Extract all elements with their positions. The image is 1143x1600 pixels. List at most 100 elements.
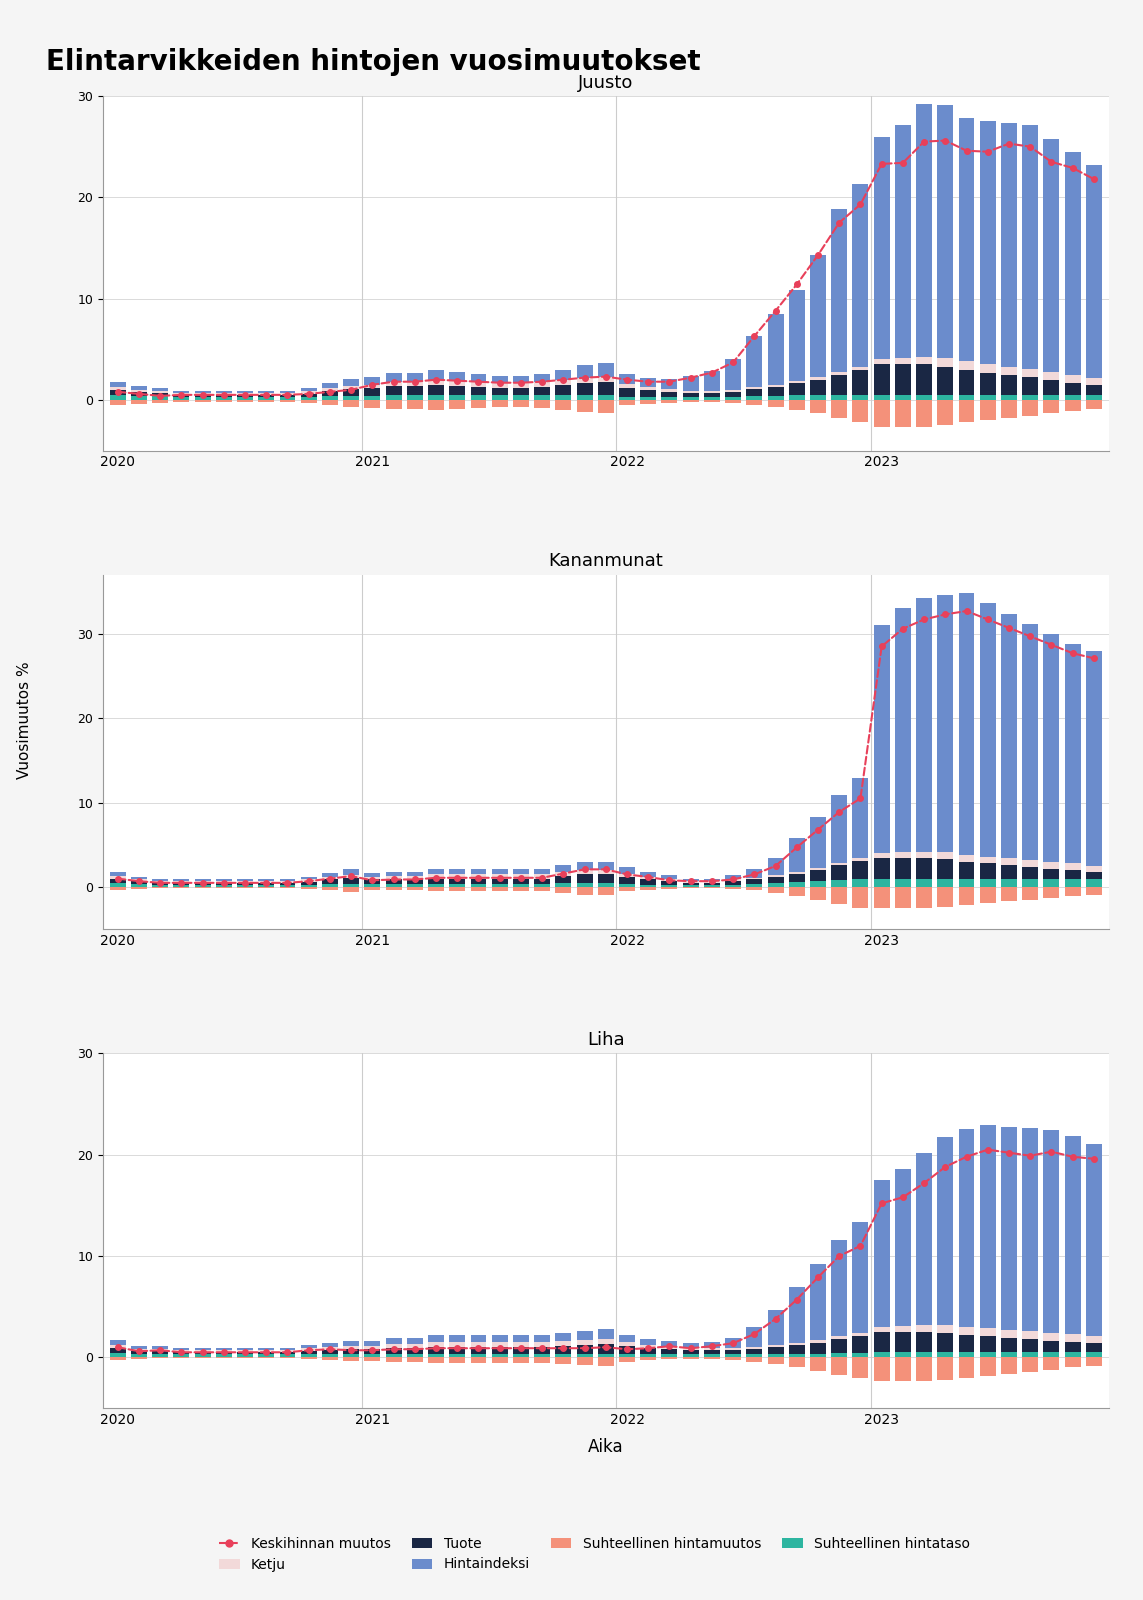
- Bar: [385, 1344, 401, 1349]
- Bar: [258, 397, 274, 400]
- Bar: [682, 1349, 698, 1350]
- Bar: [980, 1352, 996, 1357]
- Bar: [1001, 1128, 1017, 1330]
- Bar: [491, 1347, 507, 1354]
- Bar: [917, 1352, 932, 1357]
- Bar: [385, 400, 401, 410]
- Bar: [937, 358, 953, 366]
- Bar: [174, 885, 190, 886]
- Bar: [789, 872, 805, 874]
- Bar: [385, 373, 401, 382]
- Bar: [682, 1357, 698, 1360]
- Bar: [429, 370, 443, 379]
- Bar: [513, 886, 529, 891]
- Bar: [873, 878, 889, 886]
- Bar: [449, 875, 465, 878]
- Bar: [301, 394, 317, 397]
- Bar: [280, 880, 295, 882]
- Bar: [768, 400, 783, 406]
- Bar: [429, 1354, 443, 1357]
- Bar: [1064, 864, 1080, 870]
- Bar: [343, 1354, 359, 1357]
- Bar: [174, 1350, 190, 1352]
- Bar: [704, 397, 720, 400]
- Bar: [131, 1352, 147, 1354]
- Bar: [152, 1354, 168, 1357]
- Bar: [1044, 400, 1060, 413]
- Bar: [576, 1346, 592, 1354]
- Bar: [768, 387, 783, 395]
- Bar: [937, 878, 953, 886]
- Bar: [873, 1326, 889, 1333]
- Bar: [873, 360, 889, 365]
- Bar: [301, 880, 317, 882]
- Bar: [174, 395, 190, 397]
- Bar: [174, 880, 190, 882]
- Bar: [280, 1352, 295, 1354]
- Bar: [1001, 878, 1017, 886]
- Bar: [471, 387, 487, 395]
- Bar: [853, 1221, 869, 1333]
- Bar: [491, 387, 507, 395]
- Bar: [555, 1354, 572, 1357]
- Bar: [895, 853, 911, 858]
- Bar: [301, 400, 317, 403]
- Bar: [491, 382, 507, 387]
- Text: Elintarvikkeiden hintojen vuosimuutokset: Elintarvikkeiden hintojen vuosimuutokset: [46, 48, 701, 75]
- Bar: [385, 883, 401, 886]
- Bar: [1064, 152, 1080, 374]
- Bar: [491, 1334, 507, 1342]
- Bar: [725, 1357, 741, 1360]
- Bar: [662, 397, 678, 400]
- Bar: [385, 872, 401, 877]
- Bar: [937, 1325, 953, 1333]
- Bar: [895, 400, 911, 427]
- Bar: [1064, 886, 1080, 896]
- Bar: [216, 395, 232, 397]
- Bar: [810, 1354, 826, 1357]
- Bar: [216, 885, 232, 886]
- Bar: [365, 883, 381, 886]
- Bar: [471, 875, 487, 878]
- Bar: [662, 882, 678, 885]
- Bar: [810, 1357, 826, 1371]
- Bar: [662, 1346, 678, 1349]
- Bar: [895, 395, 911, 400]
- Bar: [640, 872, 656, 877]
- Bar: [640, 1346, 656, 1349]
- Bar: [895, 1357, 911, 1381]
- Bar: [768, 314, 783, 384]
- Bar: [471, 878, 487, 883]
- Bar: [620, 877, 636, 883]
- Bar: [237, 1352, 253, 1354]
- Bar: [491, 875, 507, 878]
- Bar: [152, 1346, 168, 1349]
- Bar: [620, 373, 636, 384]
- Bar: [280, 1349, 295, 1350]
- Bar: [1022, 878, 1038, 886]
- Bar: [620, 874, 636, 877]
- Bar: [555, 370, 572, 379]
- Bar: [258, 390, 274, 394]
- Bar: [513, 1334, 529, 1342]
- Bar: [322, 390, 338, 395]
- Bar: [365, 1357, 381, 1362]
- Bar: [789, 882, 805, 886]
- Bar: [152, 1352, 168, 1354]
- Bar: [598, 870, 614, 875]
- Bar: [152, 387, 168, 390]
- Bar: [576, 1354, 592, 1357]
- Bar: [1001, 400, 1017, 418]
- Bar: [258, 880, 274, 882]
- Bar: [407, 395, 423, 400]
- Bar: [1022, 886, 1038, 899]
- Bar: [1001, 866, 1017, 878]
- Bar: [725, 390, 741, 392]
- Bar: [746, 883, 762, 886]
- Bar: [662, 400, 678, 403]
- Bar: [853, 880, 869, 886]
- Bar: [449, 386, 465, 395]
- Bar: [301, 1349, 317, 1352]
- Bar: [449, 1354, 465, 1357]
- Bar: [959, 1357, 975, 1378]
